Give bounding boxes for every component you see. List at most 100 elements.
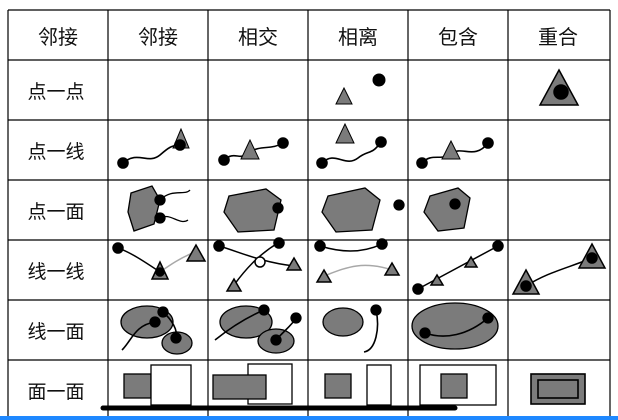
line-endpoint: [174, 139, 186, 151]
area-polygon: [127, 185, 161, 232]
line-endpoint: [155, 267, 165, 277]
line-endpoint: [492, 240, 504, 252]
cell-point-area-disjoint: [321, 187, 405, 233]
line-endpoint: [482, 312, 494, 324]
area-polygon: [321, 187, 381, 233]
cell-point-area-contain: [423, 187, 471, 232]
triangle-point: [383, 261, 401, 276]
area-rect: [440, 373, 468, 399]
triangle-point: [463, 255, 479, 268]
cell-line-line-coincide: [511, 242, 607, 295]
cell-line-area-intersect: [214, 304, 302, 354]
line-feature: [159, 215, 189, 223]
area-rect: [324, 373, 352, 399]
cell-point-area-intersect: [223, 188, 284, 233]
cell-line-line-disjoint: [314, 238, 401, 283]
line-feature: [321, 142, 381, 164]
cell-area-area-coincide: [530, 373, 586, 405]
dot-point: [272, 202, 284, 214]
row-label-point-line: 点一线: [27, 140, 85, 163]
line-feature: [218, 245, 295, 267]
line-feature: [363, 309, 379, 353]
line-feature: [122, 144, 181, 164]
cell-line-area-disjoint: [322, 304, 382, 353]
cell-point-line-contain: [416, 137, 494, 169]
triangle-point: [335, 122, 355, 144]
line-endpoint: [375, 136, 387, 148]
triangle-point: [225, 277, 243, 292]
row-label-point-area: 点一面: [27, 200, 85, 223]
cell-area-area-disjoint: [324, 364, 392, 406]
col-header-adjacent: 邻接: [138, 24, 178, 49]
line-endpoint: [290, 312, 302, 324]
line-feature: [117, 247, 161, 273]
area-polygon: [223, 188, 282, 233]
line-endpoint: [157, 306, 169, 318]
line-endpoint: [112, 242, 124, 254]
cell-line-line-contain: [412, 240, 504, 295]
cell-point-line-disjoint: [316, 122, 387, 169]
line-endpoint: [170, 332, 182, 344]
triangle-point: [315, 268, 333, 283]
cell-point-line-intersect: [218, 137, 289, 166]
cell-line-area-adjacent: [120, 305, 193, 355]
line-endpoint: [416, 157, 428, 169]
line-endpoint: [270, 334, 282, 346]
col-header-intersect: 相交: [238, 24, 278, 49]
line-endpoint: [314, 240, 326, 252]
intersection-point: [254, 256, 266, 268]
line-endpoint: [376, 238, 388, 250]
col-header-contain: 包含: [438, 24, 478, 49]
line-endpoint: [316, 157, 328, 169]
area-rect: [366, 364, 392, 406]
triangle-point: [441, 139, 461, 160]
dot-point: [553, 84, 569, 100]
triangle-point: [185, 243, 207, 262]
area-rect: [537, 379, 579, 399]
cell-point-area-adjacent: [127, 185, 191, 232]
line-endpoint: [412, 283, 424, 295]
line-endpoint: [258, 304, 270, 316]
cell-area-area-contain: [419, 364, 497, 406]
line-endpoint: [520, 280, 532, 292]
area-rect: [212, 374, 267, 400]
triangle-point: [285, 256, 303, 271]
area-rect: [530, 373, 586, 405]
cell-area-area-intersect: [212, 363, 293, 405]
cell-point-line-adjacent: [117, 127, 190, 169]
line-endpoint: [117, 157, 129, 169]
table-grid-lines: [7, 9, 611, 420]
line-endpoint: [149, 316, 161, 328]
line-endpoint: [586, 252, 598, 264]
area-ellipse: [322, 307, 364, 337]
cell-point-point-coincide: [538, 68, 580, 106]
col-header-disjoint: 相离: [338, 24, 378, 49]
cell-line-area-contain: [411, 302, 499, 350]
bottom-blue-line: [0, 416, 618, 420]
area-rect: [150, 364, 192, 406]
line-endpoint: [273, 237, 285, 249]
area-polygon: [423, 187, 471, 232]
row-label-point-point: 点一点: [27, 80, 85, 103]
row-label-line-area: 线一面: [27, 320, 85, 343]
triangle-point: [429, 273, 445, 286]
row-label-line-line: 线一线: [27, 260, 85, 283]
cell-point-point-disjoint: [335, 73, 386, 105]
triangle-point: [240, 138, 260, 160]
line-endpoint: [218, 154, 230, 166]
line-feature: [424, 317, 489, 337]
line-feature: [417, 245, 499, 290]
area-rect: [123, 373, 152, 399]
cell-area-area-adjacent: [123, 364, 192, 406]
line-feature: [233, 242, 279, 286]
line-endpoint: [419, 327, 431, 339]
line-endpoint: [213, 240, 225, 252]
dot-point: [372, 73, 386, 87]
area-ellipse: [219, 305, 273, 339]
dot-point: [393, 199, 405, 211]
line-endpoint: [370, 304, 382, 316]
cell-line-line-adjacent: [112, 242, 207, 280]
triangle-point: [335, 86, 353, 105]
